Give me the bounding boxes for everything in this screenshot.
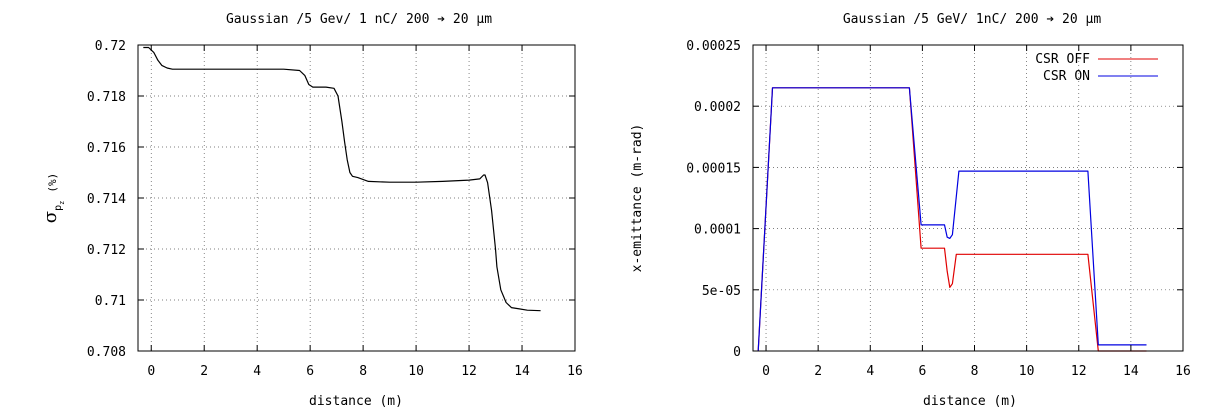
right-plot-frame — [752, 44, 1184, 352]
legend-label-csr-on: CSR ON — [1043, 69, 1090, 84]
left-series-group — [143, 46, 541, 312]
right-chart-title: Gaussian /5 GeV/ 1nC/ 200 ➔ 20 μm — [843, 12, 1101, 27]
left-x-tick-label: 4 — [253, 364, 261, 379]
left-y-label-unit: (%) — [46, 173, 59, 193]
right-y-tick-label: 0.0001 — [694, 223, 741, 238]
left-x-tick-label: 16 — [567, 364, 583, 379]
right-x-tick-label: 0 — [762, 364, 770, 379]
left-x-axis-label: distance (m) — [309, 394, 403, 409]
right-series-group — [757, 87, 1147, 352]
left-y-label-sigma: σ — [40, 211, 61, 223]
right-x-tick-label: 16 — [1175, 364, 1191, 379]
legend-label-csr-off: CSR OFF — [1035, 52, 1090, 67]
right-series-line-csr-on — [757, 87, 1147, 352]
left-x-tick-label: 0 — [147, 364, 155, 379]
right-x-tick-label: 4 — [866, 364, 874, 379]
right-grid — [753, 45, 1183, 351]
right-y-tick-label: 0.0002 — [694, 100, 741, 115]
right-x-tick-label: 2 — [814, 364, 822, 379]
left-y-tick-label: 0.712 — [87, 243, 126, 258]
right-y-tick-label: 0 — [733, 345, 741, 360]
left-y-tick-label: 0.708 — [87, 345, 126, 360]
left-y-label-sub-p: p — [53, 205, 64, 211]
right-ticks: 0 2 4 6 8 10 12 14 16 0 5e-05 0.0001 0.00015 0.0002 0.… — [686, 39, 1191, 379]
left-y-axis-label: σpz (%) — [40, 173, 66, 223]
right-y-axis-label: x-emittance (m-rad) — [630, 124, 645, 273]
left-chart: Gaussian /5 Gev/ 1 nC/ 200 ➔ 20 μm 0 2 4 6 8… — [40, 12, 583, 409]
left-y-tick-label: 0.718 — [87, 90, 126, 105]
left-chart-title: Gaussian /5 Gev/ 1 nC/ 200 ➔ 20 μm — [226, 12, 492, 27]
right-legend: CSR OFF CSR ON — [1035, 52, 1158, 84]
right-x-tick-label: 14 — [1123, 364, 1139, 379]
right-x-axis-label: distance (m) — [923, 394, 1017, 409]
right-y-tick-label: 0.00015 — [686, 161, 741, 176]
left-x-tick-label: 14 — [514, 364, 530, 379]
left-x-tick-label: 2 — [200, 364, 208, 379]
left-y-tick-label: 0.714 — [87, 192, 126, 207]
right-y-tick-label: 0.00025 — [686, 39, 741, 54]
left-x-tick-label: 6 — [306, 364, 314, 379]
right-x-tick-label: 12 — [1071, 364, 1087, 379]
left-x-tick-label: 12 — [461, 364, 477, 379]
left-series-line-series — [143, 46, 541, 312]
left-x-tick-label: 10 — [408, 364, 424, 379]
left-grid — [138, 45, 575, 351]
right-series-line-csr-off — [757, 87, 1147, 352]
right-chart: Gaussian /5 GeV/ 1nC/ 200 ➔ 20 μm 0 2 4 6 8 1… — [630, 12, 1191, 409]
left-y-tick-label: 0.71 — [95, 294, 126, 309]
right-x-tick-label: 8 — [971, 364, 979, 379]
left-ticks: 0 2 4 6 8 10 12 14 16 0.708 0.71 0.712 0.714 0.716 0.7… — [87, 39, 583, 379]
left-y-tick-label: 0.72 — [95, 39, 126, 54]
right-x-tick-label: 6 — [918, 364, 926, 379]
svg-text:σpz(%): σpz (%) — [40, 173, 66, 223]
left-x-tick-label: 8 — [359, 364, 367, 379]
left-y-tick-label: 0.716 — [87, 141, 126, 156]
right-x-tick-label: 10 — [1019, 364, 1035, 379]
left-y-label-sub-z: z — [58, 201, 66, 205]
right-y-tick-label: 5e-05 — [702, 284, 741, 299]
